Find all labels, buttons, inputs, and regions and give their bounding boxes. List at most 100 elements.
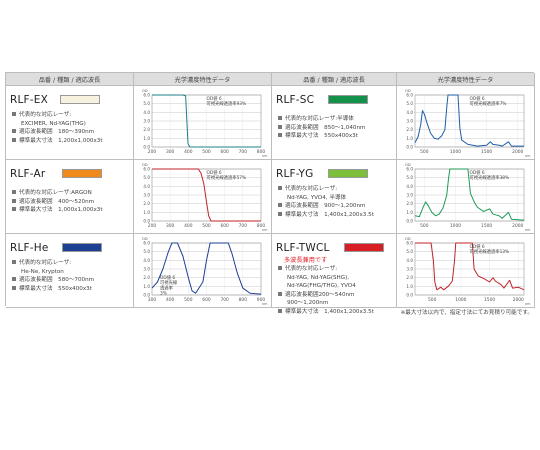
x-tick-label: 700 [239,149,248,155]
x-tick-label: 1500 [481,149,492,155]
y-tick-label: 3.0 [406,267,413,272]
bullet-square-icon [12,129,16,134]
header-chart-col-2: 光学濃度特性データ [397,73,535,86]
y-tick-label: 1.0 [143,210,150,215]
chart-note-line: OD値 6 [470,169,485,176]
x-tick-label: 1500 [484,297,495,303]
bullet-square-icon [278,186,282,190]
spec-text: 900〜1,200nm [287,300,329,307]
y-tick-label: 5.0 [406,175,413,180]
chart-note-line: 可視光線透過率57% [207,174,247,181]
plot-frame [151,168,262,222]
spec-line: 標準最大寸法 1,400x1,200x3.5t [278,211,374,220]
y-axis-unit: OD [405,89,411,93]
bullet-square-icon [12,137,16,142]
spec-line: Nd-YAG, YVO4, 半導体 [278,194,374,203]
chart-note-line: 可視光線透過率7% [470,100,507,107]
spec-text: Nd-YAG, YVO4, 半導体 [287,194,347,201]
bullet-square-icon [12,198,16,203]
header-name-col-2: 品番 / 種類 / 適応波長 [272,73,397,86]
x-tick-label: 200 [148,149,157,155]
bullet-square-icon [278,211,282,216]
bullet-square-icon [278,116,282,120]
od-chart-cell-rlf-ex: 0.0 1.0 2.0 3.0 4.0 5.0 6.0 OD 200 300 400 500 600 70… [134,86,272,160]
x-axis-unit: nm [525,228,531,232]
x-tick-label: 700 [220,297,229,303]
bullet-square-icon [12,207,16,212]
spec-list: 代表的な対応レーザ: He-Ne, Krypton 適応波長範囲 580〜700nm… [12,259,94,293]
spec-list: 代表的な対応レーザ: Nd-YAG, Nd-YAG(SHG), Nd-YAG(FHG… [278,265,374,317]
y-tick-label: 0.0 [406,219,413,224]
x-axis-unit: nm [262,228,268,232]
filter-color-swatch [328,95,368,104]
y-axis-unit: OD [405,237,411,241]
y-tick-label: 1.0 [406,284,413,289]
od-chart: 0.0 1.0 2.0 3.0 4.0 5.0 6.0OD 200 300 400 500 600 70… [142,89,268,158]
spec-line: 標準最大寸法 1,000x1,000x3t [12,206,103,215]
product-cell-rlf-ar: RLF-Ar 代表的な対応レーザ:ARGON 適応波長範囲 400〜520nm 標準最… [6,160,134,234]
od-chart-cell-rlf-he: 0.0 1.0 2.0 3.0 4.0 5.0 6.0 OD 300 400 500 600 700 80… [134,234,272,308]
x-tick-label: 200 [148,223,157,229]
spec-line: 適応波長範囲200〜540nm [278,291,374,300]
spec-line: 代表的な対応レーザ: [278,265,374,274]
od-chart: 0.0 1.0 2.0 3.0 4.0 5.0 6.0OD 300 400 500 600 700 80… [142,237,268,306]
od-curve [414,168,525,221]
x-tick-label: 500 [202,149,211,155]
bullet-square-icon [278,266,282,270]
chart-note-line: 可視光線透過率93% [207,100,247,107]
x-tick-label: 2000 [512,223,523,229]
od-curve [151,242,262,295]
y-tick-label: 6.0 [406,167,413,172]
spec-text: Nd-YAG, Nd-YAG(SHG), [287,274,350,281]
chart-note-line: 可視光線透過率38% [470,174,510,181]
bullet-square-icon [12,285,16,290]
chart-note-line: 可視光線 [160,279,178,286]
product-name: RLF-SC [276,94,315,106]
od-chart: 0.0 1.0 2.0 3.0 4.0 5.0 6.0OD 500 1000 1500 2000nm… [405,237,531,306]
spec-line: 標準最大寸法 550x400x3t [12,285,94,294]
od-chart: 0.0 1.0 2.0 3.0 4.0 5.0 6.0OD 500 1000 1500 2000nm… [405,163,531,232]
spec-text: 代表的な対応レーザ: [19,112,72,118]
product-cell-rlf-yg: RLF-YG 代表的な対応レーザ: Nd-YAG, YVO4, 半導体 適応波長範囲 … [272,160,397,234]
x-tick-label: 600 [220,149,229,155]
spec-text: 適応波長範囲 850〜1,040nm [285,124,366,131]
spec-text: 適応波長範囲 580〜700nm [19,277,95,284]
footnote: ※最大寸法以内で、指定寸法にてお見積り可能です。 [400,310,533,316]
filter-color-swatch [62,169,102,178]
x-axis-unit: nm [525,302,531,306]
spec-text: 標準最大寸法 1,000x1,000x3t [19,207,103,214]
product-cell-rlf-sc: RLF-SC 代表的な対応レーザ:半導体 適応波長範囲 850〜1,040nm 標準最… [272,86,397,160]
x-tick-label: 300 [166,223,175,229]
spec-text: 標準最大寸法 1,400x1,200x3.5t [285,211,374,218]
y-tick-label: 0.0 [143,293,150,298]
spec-line: 適応波長範囲 400〜520nm [12,198,103,207]
filter-color-swatch [344,243,384,252]
bullet-square-icon [12,190,16,194]
x-tick-label: 500 [202,223,211,229]
spec-text: 適応波長範囲200〜540nm [285,291,355,298]
x-tick-label: 1000 [455,297,466,303]
spec-line: 代表的な対応レーザ:ARGON [12,189,103,198]
product-cell-rlf-twcl: RLF-TWCL 多波長兼用です 代表的な対応レーザ: Nd-YAG, Nd-YAG(… [272,234,397,315]
spec-text: Nd-YAG(FHG/THG), YVO4 [287,283,356,290]
spec-line: 900〜1,200nm [278,299,374,308]
od-curve [415,242,525,291]
product-table: 品番 / 種類 / 適応波長 光学濃度特性データ 品番 / 種類 / 適応波長 … [5,72,535,315]
y-tick-label: 2.0 [143,201,150,206]
y-tick-label: 2.0 [406,275,413,280]
spec-text: 標準最大寸法 550x400x3t [19,285,92,292]
od-curve [152,94,261,148]
od-curve [152,168,261,222]
y-tick-label: 0.0 [143,219,150,224]
spec-line: 代表的な対応レーザ: [278,185,374,194]
x-tick-label: 400 [184,223,193,229]
chart-note-line: OD値 6 [207,169,222,176]
y-tick-label: 5.0 [406,249,413,254]
y-tick-label: 6.0 [406,241,413,246]
x-tick-label: 2000 [512,149,523,155]
product-name: RLF-He [10,242,49,254]
chart-note-line: OD値 6 [470,243,485,250]
y-tick-label: 4.0 [406,258,413,263]
spec-line: 適応波長範囲 850〜1,040nm [278,124,365,133]
x-tick-label: 700 [239,223,248,229]
